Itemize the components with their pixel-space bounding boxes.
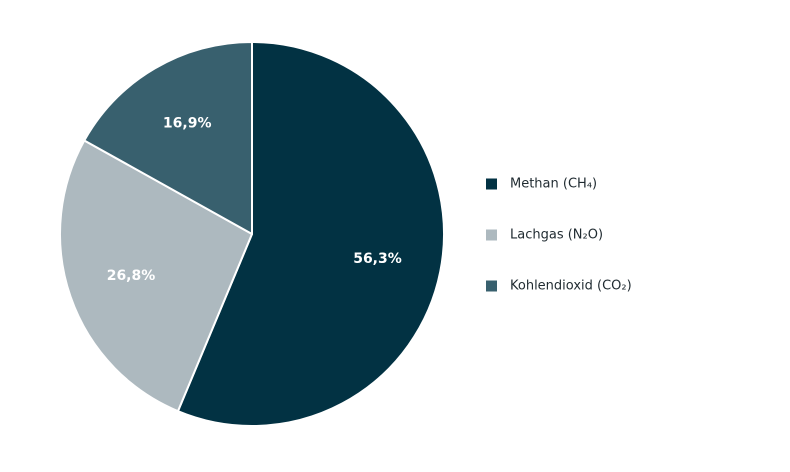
slice-value-label-3: 16,9% bbox=[163, 116, 212, 132]
legend-swatch-2 bbox=[486, 229, 497, 241]
pie-slice-1 bbox=[176, 41, 445, 427]
slice-value-label-1: 56,3% bbox=[353, 251, 402, 267]
legend-label-1: Methan (CH₄) bbox=[510, 177, 597, 192]
pie-slice-3 bbox=[83, 41, 253, 235]
legend-swatch-3 bbox=[486, 280, 497, 292]
pie-slices bbox=[59, 41, 445, 427]
legend-label-2: Lachgas (N₂O) bbox=[510, 228, 603, 243]
pie-slice-labels: 56,3% 26,8% 16,9% bbox=[107, 116, 402, 284]
slice-value-label-2: 26,8% bbox=[107, 268, 156, 284]
legend: Methan (CH₄) Lachgas (N₂O) Kohlendioxid (C… bbox=[486, 177, 632, 294]
legend-label-3: Kohlendioxid (CO₂) bbox=[510, 279, 632, 294]
legend-swatch-1 bbox=[486, 178, 497, 190]
